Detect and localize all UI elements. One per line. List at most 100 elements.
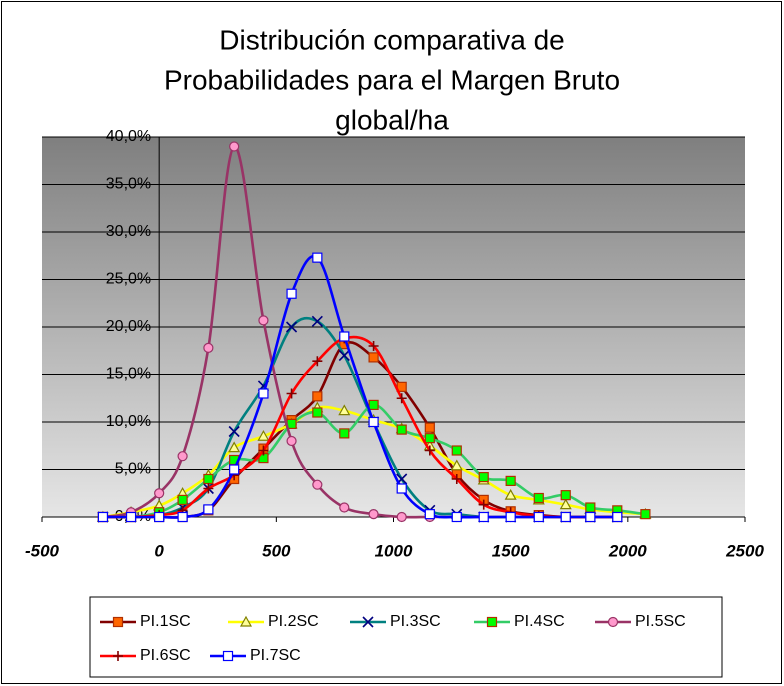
marker [396,511,407,523]
marker [533,511,544,523]
marker [311,315,323,327]
marker [229,464,240,475]
marker [478,472,489,483]
marker [203,473,214,485]
marker [203,483,214,494]
marker [368,341,379,351]
marker [229,141,240,152]
marker [505,475,516,486]
marker [222,650,234,662]
marker [177,494,188,505]
marker [112,616,124,628]
marker [312,356,323,367]
chart-title: Distribución comparativa de [219,24,565,55]
y-tick-label: 35,0% [106,176,151,193]
marker [177,511,188,523]
marker [97,511,109,523]
y-tick-label: 20,0% [106,318,151,335]
marker [368,509,379,520]
marker [286,288,297,299]
y-tick-label: 40,0% [106,128,151,145]
x-tick-label: 2000 [608,541,647,560]
marker [478,511,489,523]
legend-label: PI.4SC [514,613,565,630]
marker [228,425,240,438]
marker [154,511,165,523]
marker [258,388,269,399]
marker [533,492,544,504]
series-line [102,254,618,519]
x-tick-label: 500 [262,541,291,560]
marker [368,399,379,410]
y-tick-label: 5,0% [115,461,151,478]
legend-label: PI.7SC [250,647,301,664]
marker [450,459,463,471]
marker [585,502,596,513]
marker [424,422,435,433]
marker [258,315,269,326]
marker [339,331,350,342]
marker [338,349,350,362]
marker [125,511,137,523]
marker [239,615,253,627]
marker [203,504,214,515]
chart-title: global/ha [335,104,449,135]
legend-label: PI.2SC [268,613,319,630]
x-tick-label: -500 [25,541,60,560]
marker [286,435,297,447]
marker [424,509,435,520]
marker [203,342,214,353]
marker [560,511,571,523]
marker [177,451,188,462]
marker [228,441,241,453]
marker [424,445,435,456]
marker [560,490,571,501]
chart-title: Probabilidades para el Margen Bruto [164,64,620,95]
y-tick-label: 10,0% [106,413,151,430]
marker [559,498,572,510]
marker [285,321,298,333]
marker [368,352,379,363]
x-tick-label: 0 [154,541,164,560]
marker [504,488,517,500]
marker [424,433,435,444]
legend-label: PI.3SC [390,613,441,630]
marker [312,391,323,402]
marker [257,430,270,441]
marker [451,445,462,456]
marker [505,511,516,523]
marker [338,404,351,416]
marker [478,499,489,510]
x-tick-label: 1000 [375,541,413,560]
marker [154,488,165,499]
legend-label: PI.6SC [140,647,191,664]
y-tick-label: 30,0% [106,223,151,240]
marker [396,483,407,494]
marker [312,479,323,490]
marker [368,416,379,428]
marker [451,511,462,523]
legend-box [89,596,723,678]
marker [339,502,350,513]
marker [486,616,498,628]
marker [113,651,123,661]
marker [312,407,323,418]
marker [362,616,374,628]
marker [640,509,651,520]
legend-label: PI.1SC [140,613,191,630]
marker [451,474,462,484]
y-tick-label: 15,0% [106,366,151,383]
marker [607,616,619,628]
x-tick-label: 2500 [725,541,764,560]
y-tick-label: 25,0% [106,271,151,288]
marker [339,428,350,439]
marker [286,388,297,399]
marker [396,424,407,435]
x-tick-label: 1500 [492,541,530,560]
legend-label: PI.5SC [635,613,686,630]
marker [612,511,623,523]
marker [396,393,407,404]
marker [585,511,596,523]
marker [312,252,323,263]
